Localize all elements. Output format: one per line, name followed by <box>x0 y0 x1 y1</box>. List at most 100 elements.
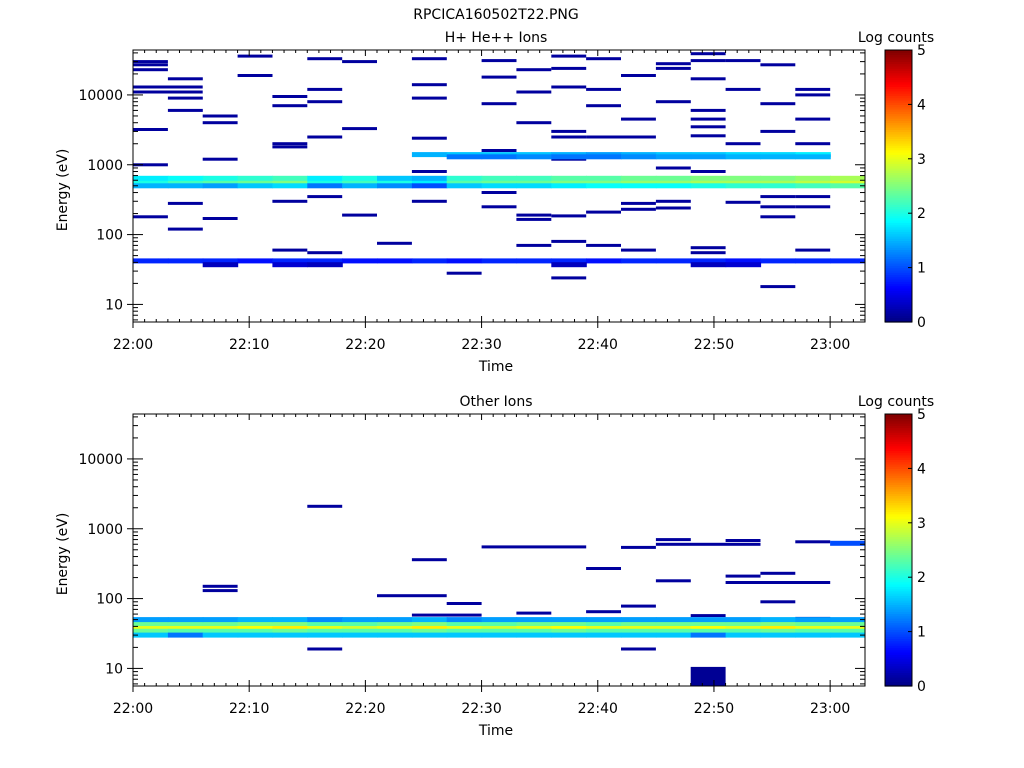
heatmap-cell <box>516 632 552 638</box>
sparse-count-line <box>795 142 831 146</box>
colorbar-segment <box>885 482 912 485</box>
x-tick-label: 23:00 <box>810 337 850 353</box>
colorbar-segment <box>885 206 912 210</box>
colorbar-segment <box>885 231 912 235</box>
sparse-count-line <box>690 108 726 112</box>
colorbar-segment <box>885 133 912 137</box>
heatmap-cell <box>621 179 657 185</box>
heatmap-cell <box>795 179 831 185</box>
heatmap-cell <box>411 258 448 264</box>
sparse-count-line <box>586 87 621 91</box>
x-tick-label: 22:10 <box>229 701 269 717</box>
colorbar-segment <box>885 186 912 189</box>
sparse-count-line <box>516 90 552 94</box>
colorbar-segment <box>885 242 912 246</box>
sparse-count-line <box>307 57 343 61</box>
sparse-count-line <box>621 117 656 121</box>
x-axis-label: Time <box>478 359 513 375</box>
colorbar-segment <box>885 520 912 524</box>
sparse-count-line <box>760 285 796 289</box>
colorbar-segment <box>885 459 912 463</box>
colorbar-segment <box>885 120 912 124</box>
colorbar-segment <box>885 681 912 685</box>
heatmap-cell <box>307 628 343 634</box>
heatmap-cell <box>237 175 274 181</box>
x-tick-label: 22:40 <box>578 701 618 717</box>
heatmap-cell <box>621 258 657 264</box>
heatmap-cell <box>202 183 239 189</box>
heatmap-cell <box>167 617 204 623</box>
colorbar-segment <box>885 502 912 506</box>
sparse-count-line <box>655 206 691 210</box>
sparse-count-line <box>690 52 726 56</box>
colorbar-segment <box>885 77 912 81</box>
colorbar-segment <box>885 272 912 275</box>
colorbar-segment <box>885 463 912 467</box>
colorbar-segment <box>885 581 912 585</box>
colorbar-segment <box>885 88 912 92</box>
heatmap-cell <box>655 258 692 264</box>
colorbar-tick-label: 0 <box>917 315 926 331</box>
heatmap-cell <box>830 624 865 630</box>
heatmap-cell <box>411 179 448 185</box>
sparse-count-line <box>690 59 726 63</box>
heatmap-cell <box>586 179 622 185</box>
colorbar-segment <box>885 531 912 535</box>
colorbar-label: Log counts <box>858 394 934 410</box>
sparse-count-line <box>411 136 447 140</box>
colorbar-segment <box>885 181 912 185</box>
sparse-count-line <box>377 241 412 245</box>
heatmap-cell <box>342 179 378 185</box>
sparse-count-line <box>655 542 761 546</box>
colorbar-segment <box>885 260 912 264</box>
colorbar-segment <box>885 190 912 194</box>
colorbar-segment <box>885 543 912 547</box>
colorbar-segment <box>885 61 912 65</box>
colorbar-label: Log counts <box>858 30 934 46</box>
colorbar-segment <box>885 622 912 626</box>
sparse-count-line <box>621 74 656 77</box>
colorbar-segment <box>885 565 912 569</box>
sparse-count-line <box>516 611 552 615</box>
heatmap-cell <box>307 258 343 264</box>
colorbar-segment <box>885 450 912 454</box>
heatmap-cell <box>446 621 483 626</box>
colorbar-segment <box>885 466 912 469</box>
colorbar-segment <box>885 658 912 662</box>
heatmap-cell <box>760 154 796 160</box>
sparse-count-line <box>690 125 726 129</box>
heatmap-cell <box>725 621 762 626</box>
heatmap-cell <box>725 632 762 638</box>
colorbar-segment <box>885 536 912 540</box>
colorbar-segment <box>885 263 912 266</box>
axes: 22:00 22:10 22:20 22:30 22:40 22:50 23:00 10 100… <box>78 50 866 353</box>
heatmap-cell <box>795 183 831 189</box>
heatmap-cell <box>446 632 483 638</box>
panel-h-he-ions: H+ He++ Ions Log counts 22:00 22:10 22:20 2… <box>55 30 934 375</box>
heatmap-cell <box>377 624 413 630</box>
colorbar-segment <box>885 445 912 449</box>
heatmap-cell <box>830 628 865 634</box>
heatmap-cell <box>830 632 865 638</box>
sparse-count-line <box>411 83 447 87</box>
colorbar-segment <box>885 102 912 105</box>
sparse-count-line <box>202 589 238 593</box>
heatmap-cell <box>725 175 762 181</box>
heatmap-cells <box>133 504 865 686</box>
colorbar-segment <box>885 461 912 465</box>
sparse-count-line <box>167 96 203 100</box>
colorbar-segment <box>885 670 912 673</box>
colorbar-segment <box>885 292 912 296</box>
sparse-count-line <box>516 217 552 221</box>
heatmap-cell <box>795 154 831 160</box>
x-tick-label: 22:00 <box>113 701 153 717</box>
y-tick-label: 100 <box>96 592 123 608</box>
sparse-count-line <box>760 129 796 133</box>
colorbar-segment <box>885 127 912 130</box>
heatmap-cell <box>621 617 657 623</box>
y-tick-label: 10000 <box>78 88 123 104</box>
plot-frame <box>132 413 866 687</box>
heatmap-cell <box>167 258 204 264</box>
sparse-count-line <box>725 200 761 204</box>
